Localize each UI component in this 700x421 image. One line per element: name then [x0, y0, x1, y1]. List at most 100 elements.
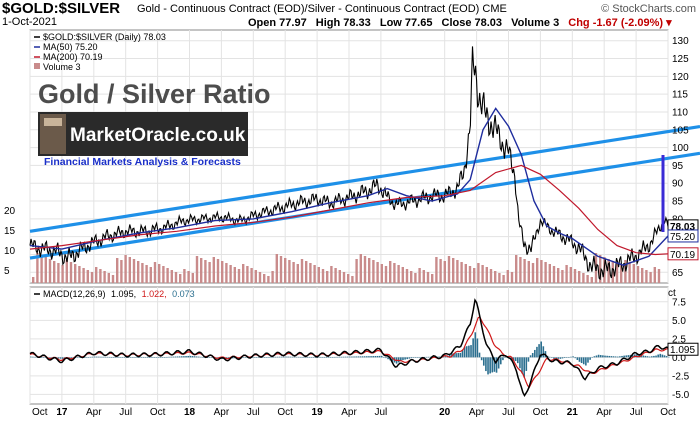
close-value: Close 78.03: [441, 17, 503, 29]
volume-bar: [447, 256, 451, 283]
macd-histogram-bar: [591, 356, 594, 358]
volume-bar: [271, 271, 274, 283]
macd-histogram-bar: [527, 357, 530, 362]
macd-histogram-bar: [595, 355, 598, 358]
macd-histogram-bar: [465, 346, 468, 358]
macd-histogram-bar: [525, 357, 528, 371]
macd-histogram-bar: [538, 344, 540, 358]
macd-histogram-bar: [663, 355, 666, 358]
y-tick-label: 110: [672, 107, 688, 118]
macd-histogram-bar: [593, 356, 596, 358]
macd-x-tick-label: Oct: [533, 407, 549, 418]
volume-bar: [624, 260, 627, 283]
volume-bar: [216, 259, 220, 283]
trendlines: [29, 124, 700, 260]
volume-bar: [86, 270, 89, 283]
macd-histogram-bar: [485, 357, 487, 372]
y-tick-label: 85: [672, 197, 684, 208]
macd-histogram: [30, 332, 670, 378]
macd-x-tick-label: 18: [184, 407, 196, 418]
macd-histogram-bar: [244, 357, 247, 358]
macd-histogram-bar: [417, 357, 419, 358]
macd-histogram-bar: [359, 356, 362, 358]
ohlc-readout: Open 77.97 High 78.33 Low 77.65 Close 78…: [248, 16, 678, 29]
macd-histogram-bar: [334, 356, 336, 358]
macd-histogram-bar: [255, 357, 258, 358]
volume-bar: [296, 264, 299, 283]
macd-histogram-bar: [344, 356, 347, 358]
macd-histogram-bar: [616, 356, 619, 358]
volume-bar: [384, 266, 388, 283]
macd-histogram-bar: [459, 352, 462, 358]
volume-bar: [174, 272, 178, 283]
macd-histogram-bar: [208, 357, 211, 358]
macd-x-tick-label: 21: [567, 407, 579, 418]
ma200-line: [29, 164, 669, 256]
high-value: High 78.33: [315, 17, 371, 29]
macd-histogram-bar: [314, 357, 317, 358]
macd-histogram-bar: [355, 356, 357, 358]
volume-bar: [414, 273, 417, 283]
volume-bar: [573, 269, 577, 283]
volume-bar: [242, 264, 245, 283]
volume-bar: [355, 259, 358, 283]
macd-histogram-bar: [210, 357, 213, 358]
volume-bar: [363, 256, 367, 283]
volume-bar: [611, 261, 614, 283]
macd-histogram-bar: [534, 349, 536, 358]
macd-histogram-bar: [427, 356, 430, 358]
volume-bar: [200, 258, 203, 283]
macd-line: [29, 298, 669, 397]
macd-histogram-bar: [531, 353, 534, 358]
macd-histogram-bar: [121, 357, 124, 358]
macd-histogram-bar: [470, 345, 472, 358]
macd-histogram-bar: [40, 357, 43, 358]
stockcharts-watermark[interactable]: © StockCharts.com: [601, 3, 696, 15]
macd-histogram-bar: [353, 356, 355, 358]
volume-bar: [393, 263, 396, 283]
macd-histogram-bar: [129, 357, 132, 358]
volume-bar: [124, 255, 127, 283]
volume-bar: [254, 270, 257, 283]
macd-histogram-bar: [342, 356, 345, 358]
macd-histogram-bar: [423, 356, 426, 358]
macd-histogram-bar: [123, 357, 126, 358]
macd-histogram-bar: [366, 356, 368, 358]
volume-bar: [582, 273, 585, 283]
macd-histogram-bar: [570, 356, 572, 358]
macd-histogram-bar: [404, 357, 406, 360]
macd-histogram-bar: [457, 353, 460, 358]
volume-bar: [95, 267, 98, 283]
macd-histogram-bar: [553, 357, 555, 359]
macd-histogram-bar: [368, 356, 370, 358]
macd-histogram-bar: [608, 355, 611, 358]
price-tag-label: 70.19: [670, 250, 695, 261]
macd-histogram-bar: [453, 353, 455, 358]
macd-histogram-bar: [163, 357, 166, 358]
macd-histogram-bar: [657, 354, 659, 358]
volume-bar: [548, 264, 551, 283]
volume-bar: [99, 269, 102, 283]
volume-bar: [599, 255, 602, 283]
volume-bar: [443, 261, 446, 283]
volume-bar: [401, 267, 404, 283]
volume-bar: [338, 270, 341, 283]
volume-bar: [636, 266, 640, 283]
volume-bar: [120, 260, 123, 283]
macd-legend-v2: 1.022,: [142, 289, 167, 299]
macd-histogram-bar: [514, 357, 517, 362]
macd-histogram-bar: [559, 357, 562, 359]
volume-bar: [48, 259, 52, 283]
volume-bar: [569, 267, 572, 283]
volume-bar: [515, 255, 518, 283]
macd-x-tick-label: Apr: [469, 407, 485, 418]
y-tick-label: 105: [672, 125, 689, 136]
volume-bar: [78, 266, 81, 283]
trendline: [29, 151, 700, 260]
volume-bar: [90, 272, 94, 283]
volume-bar: [418, 268, 421, 283]
volume-bar: [645, 270, 648, 283]
macd-histogram-bar: [59, 357, 62, 359]
volume-bar: [557, 268, 560, 283]
